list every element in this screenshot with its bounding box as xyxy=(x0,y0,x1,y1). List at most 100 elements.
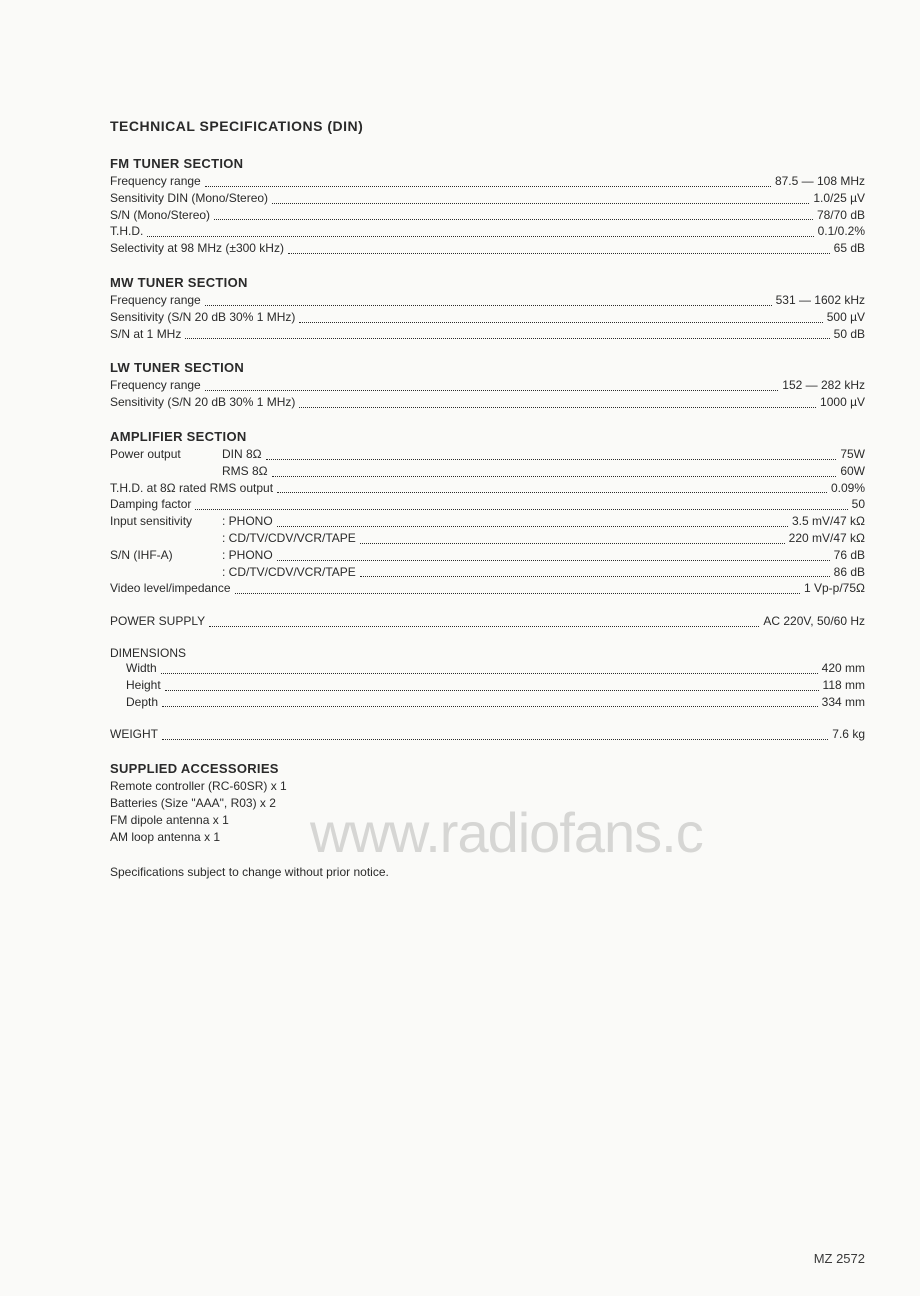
leader-dots xyxy=(277,525,788,527)
spec-label: T.H.D. at 8Ω rated RMS output xyxy=(110,480,273,497)
spec-row: POWER SUPPLY AC 220V, 50/60 Hz xyxy=(110,613,865,630)
dimensions-heading: DIMENSIONS xyxy=(110,646,865,660)
spec-sublabel: DIN 8Ω xyxy=(222,446,262,463)
spec-label: Input sensitivity xyxy=(110,513,222,530)
mw-heading: MW TUNER SECTION xyxy=(110,275,865,290)
spec-row: WEIGHT 7.6 kg xyxy=(110,726,865,743)
spec-label: T.H.D. xyxy=(110,223,143,240)
spec-label: S/N (IHF-A) xyxy=(110,547,222,564)
spec-row: S/N (IHF-A) : PHONO 76 dB xyxy=(110,547,865,564)
content-area: TECHNICAL SPECIFICATIONS (DIN) FM TUNER … xyxy=(110,118,865,879)
page-title: TECHNICAL SPECIFICATIONS (DIN) xyxy=(110,118,865,134)
spec-value: 334 mm xyxy=(822,694,865,711)
page: www.radiofans.c TECHNICAL SPECIFICATIONS… xyxy=(0,0,920,1296)
spec-value: 1.0/25 µV xyxy=(813,190,865,207)
spec-row: : CD/TV/CDV/VCR/TAPE 86 dB xyxy=(110,564,865,581)
leader-dots xyxy=(162,738,828,740)
leader-dots xyxy=(205,304,772,306)
spec-value: 500 µV xyxy=(827,309,865,326)
spec-row: Power output DIN 8Ω 75W xyxy=(110,446,865,463)
spec-row: Sensitivity DIN (Mono/Stereo) 1.0/25 µV xyxy=(110,190,865,207)
spec-row: Video level/impedance 1 Vp-p/75Ω xyxy=(110,580,865,597)
leader-dots xyxy=(205,185,771,187)
spec-value: 86 dB xyxy=(834,564,865,581)
leader-dots xyxy=(277,491,827,493)
spec-row: Width 420 mm xyxy=(110,660,865,677)
spec-value: 50 dB xyxy=(834,326,865,343)
leader-dots xyxy=(299,406,816,408)
spec-value: 420 mm xyxy=(822,660,865,677)
leader-dots xyxy=(205,389,779,391)
spec-row: Damping factor 50 xyxy=(110,496,865,513)
power-label: POWER SUPPLY xyxy=(110,613,205,630)
spec-value: 87.5 — 108 MHz xyxy=(775,173,865,190)
spec-value: 0.09% xyxy=(831,480,865,497)
lw-heading: LW TUNER SECTION xyxy=(110,360,865,375)
accessories-heading: SUPPLIED ACCESSORIES xyxy=(110,761,865,776)
spec-sublabel: RMS 8Ω xyxy=(222,463,268,480)
leader-dots xyxy=(360,542,785,544)
notice-text: Specifications subject to change without… xyxy=(110,865,865,879)
weight-value: 7.6 kg xyxy=(832,726,865,743)
spec-label: Sensitivity DIN (Mono/Stereo) xyxy=(110,190,268,207)
spec-label: Sensitivity (S/N 20 dB 30% 1 MHz) xyxy=(110,394,295,411)
spec-row: Frequency range 87.5 — 108 MHz xyxy=(110,173,865,190)
leader-dots xyxy=(214,218,813,220)
spacer xyxy=(110,597,865,613)
spec-row: Sensitivity (S/N 20 dB 30% 1 MHz) 500 µV xyxy=(110,309,865,326)
leader-dots xyxy=(277,559,830,561)
spec-label: S/N (Mono/Stereo) xyxy=(110,207,210,224)
leader-dots xyxy=(272,202,809,204)
spec-sublabel: : PHONO xyxy=(222,547,273,564)
spec-value: 1 Vp-p/75Ω xyxy=(804,580,865,597)
spec-label: Height xyxy=(126,677,161,694)
spec-value: 118 mm xyxy=(823,677,865,694)
spec-label: Frequency range xyxy=(110,292,201,309)
weight-label: WEIGHT xyxy=(110,726,158,743)
spec-value: 0.1/0.2% xyxy=(818,223,865,240)
spec-row: Selectivity at 98 MHz (±300 kHz) 65 dB xyxy=(110,240,865,257)
accessory-item: FM dipole antenna x 1 xyxy=(110,812,865,829)
leader-dots xyxy=(209,625,759,627)
spec-row: : CD/TV/CDV/VCR/TAPE 220 mV/47 kΩ xyxy=(110,530,865,547)
leader-dots xyxy=(147,235,813,237)
spec-label: Width xyxy=(126,660,157,677)
leader-dots xyxy=(235,592,800,594)
footer-code: MZ 2572 xyxy=(814,1251,865,1266)
spec-value: 152 — 282 kHz xyxy=(782,377,865,394)
spec-sublabel: : PHONO xyxy=(222,513,273,530)
spec-label: Selectivity at 98 MHz (±300 kHz) xyxy=(110,240,284,257)
spec-row: S/N (Mono/Stereo) 78/70 dB xyxy=(110,207,865,224)
spec-sublabel: : CD/TV/CDV/VCR/TAPE xyxy=(222,564,356,581)
spec-label: Power output xyxy=(110,446,222,463)
spec-value: 78/70 dB xyxy=(817,207,865,224)
spec-row: T.H.D. at 8Ω rated RMS output 0.09% xyxy=(110,480,865,497)
accessory-item: Remote controller (RC-60SR) x 1 xyxy=(110,778,865,795)
leader-dots xyxy=(195,508,847,510)
accessory-item: Batteries (Size "AAA", R03) x 2 xyxy=(110,795,865,812)
spec-value: 531 — 1602 kHz xyxy=(776,292,865,309)
spec-value: 60W xyxy=(840,463,865,480)
accessory-item: AM loop antenna x 1 xyxy=(110,829,865,846)
spec-label: Depth xyxy=(126,694,158,711)
leader-dots xyxy=(161,672,818,674)
spec-row: Input sensitivity : PHONO 3.5 mV/47 kΩ xyxy=(110,513,865,530)
spec-label: Frequency range xyxy=(110,377,201,394)
leader-dots xyxy=(165,689,819,691)
spec-value: 75W xyxy=(840,446,865,463)
spacer xyxy=(110,630,865,646)
spec-row: Frequency range 152 — 282 kHz xyxy=(110,377,865,394)
spacer xyxy=(110,710,865,726)
spec-value: 3.5 mV/47 kΩ xyxy=(792,513,865,530)
leader-dots xyxy=(360,575,830,577)
spec-value: 50 xyxy=(852,496,865,513)
spec-row: RMS 8Ω 60W xyxy=(110,463,865,480)
spec-row: Sensitivity (S/N 20 dB 30% 1 MHz) 1000 µ… xyxy=(110,394,865,411)
leader-dots xyxy=(266,458,837,460)
spec-value: 1000 µV xyxy=(820,394,865,411)
spec-row: Height 118 mm xyxy=(110,677,865,694)
spec-value: 76 dB xyxy=(834,547,865,564)
spec-value: 65 dB xyxy=(834,240,865,257)
spec-row: T.H.D. 0.1/0.2% xyxy=(110,223,865,240)
leader-dots xyxy=(272,475,837,477)
